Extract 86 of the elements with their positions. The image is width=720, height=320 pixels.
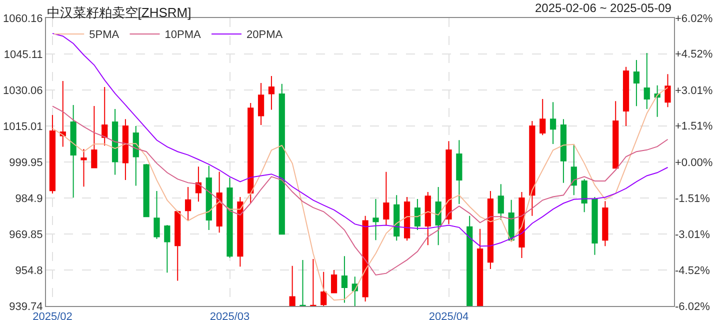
y-tick-label: 939.74 (9, 300, 43, 313)
candlestick (529, 120, 536, 216)
candlestick (476, 228, 484, 306)
candlestick (592, 196, 598, 256)
candlestick (550, 102, 556, 144)
y2-tick-label: -1.51% (675, 192, 710, 205)
candlestick (383, 171, 390, 226)
candlestick (330, 269, 338, 294)
candlestick (154, 190, 160, 240)
y-tick-label: 984.9 (15, 192, 43, 205)
candlestick (456, 140, 462, 204)
candlestick (248, 102, 254, 204)
candlestick (289, 265, 296, 306)
candlestick (570, 143, 577, 196)
candlestick (206, 165, 212, 231)
candlestick (498, 184, 504, 220)
candlestick (404, 196, 410, 242)
y-tick-label: 969.85 (9, 228, 43, 241)
candlestick (424, 192, 431, 246)
candlestick (320, 271, 327, 306)
chart-subtitle: 2025-02-06 ~ 2025-05-09 (535, 1, 672, 15)
candlestick (612, 100, 619, 169)
line-series (52, 106, 668, 276)
candlestick (560, 118, 567, 184)
candlestick (654, 84, 660, 118)
y-tick-label: 1060.16 (3, 12, 43, 25)
legend-label: 10PMA (164, 29, 202, 42)
y2-tick-label: -4.52% (675, 264, 710, 277)
candlestick (70, 104, 76, 198)
candlestick (132, 126, 139, 186)
candlestick (664, 74, 671, 108)
candlestick (446, 140, 452, 225)
candlestick (174, 210, 181, 282)
y2-tick-label: +6.02% (675, 12, 713, 25)
candlestick (164, 224, 170, 274)
candlestick (184, 186, 192, 222)
legend-label: 20PMA (246, 29, 284, 42)
candlestick (633, 60, 640, 107)
candlestick (122, 118, 129, 181)
y2-tick-label: -6.02% (675, 300, 710, 313)
candlestick (362, 215, 368, 302)
candlestick (300, 259, 306, 306)
candlestick (602, 200, 608, 247)
y2-tick-label: +0.00% (675, 156, 713, 169)
x-tick-label: 2025/04 (428, 311, 469, 320)
y-tick-label: 1045.11 (4, 48, 43, 61)
y-tick-label: 999.95 (9, 156, 43, 169)
candlestick (112, 108, 118, 176)
candlestick (487, 190, 494, 270)
y2-tick-label: +4.52% (675, 48, 713, 61)
candlestick (394, 194, 400, 242)
candlestick (466, 215, 473, 306)
candlestick (518, 192, 525, 259)
candlestick (237, 196, 244, 268)
y2-tick-label: -3.01% (675, 228, 710, 241)
candlestick (268, 76, 275, 110)
candlestick (60, 80, 66, 148)
candlestick (195, 166, 202, 202)
chart-title: 中汉菜籽粕卖空[ZHSRM] (46, 5, 192, 20)
candlestick (80, 148, 87, 188)
candlestick (91, 106, 98, 168)
y-tick-label: 1030.06 (3, 84, 43, 97)
candlestick (622, 66, 630, 127)
candlestick (49, 114, 56, 194)
candlestick (102, 86, 108, 146)
candlestick (581, 178, 588, 213)
line-series (52, 87, 668, 301)
candlestick (143, 164, 150, 218)
y2-tick-label: +3.01% (675, 84, 713, 97)
x-tick-label: 2025/03 (210, 311, 250, 320)
x-tick-label: 2025/02 (32, 311, 72, 320)
y-tick-label: 1015.01 (3, 120, 43, 133)
candlestick (278, 83, 285, 235)
candlestick (540, 98, 546, 136)
candlestick (216, 171, 222, 234)
candlestick (644, 52, 650, 110)
y-tick-label: 954.8 (15, 264, 43, 277)
candlestick (414, 198, 421, 231)
candlestick (372, 198, 379, 241)
candlestick (258, 82, 264, 126)
candlestick (341, 256, 348, 304)
y2-tick-label: +1.51% (675, 120, 713, 133)
candlestick (226, 177, 233, 258)
candlestick (310, 258, 316, 306)
legend-label: 5PMA (89, 29, 120, 42)
candlestick (435, 186, 442, 246)
